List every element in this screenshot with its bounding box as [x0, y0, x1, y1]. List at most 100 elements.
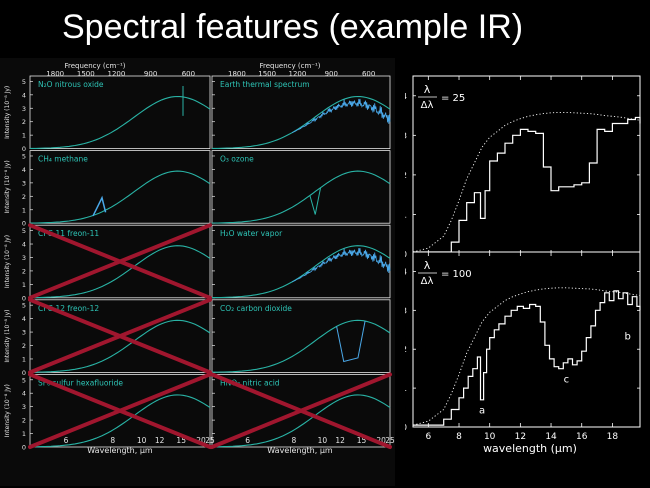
y-tick-label: 3 [22, 329, 26, 337]
bottom-tick-label: 25 [205, 436, 215, 445]
blackbody-curve [212, 319, 391, 373]
y-tick-label: 0 [22, 369, 26, 377]
y-tick-label: 2 [22, 118, 26, 126]
y-tick-label: 1 [405, 210, 407, 219]
top-tick-label: 1800 [46, 70, 64, 78]
resolution-denominator: Δλ [421, 100, 434, 111]
cross-stroke [28, 297, 212, 375]
bottom-tick-label: 12 [335, 436, 345, 445]
blackbody-curve [212, 245, 391, 299]
bottom-axis-label-left: Wavelength, μm [87, 446, 153, 455]
blackbody-line [412, 111, 641, 253]
y-axis-label: Intensity (10⁻⁸ Jy) [4, 235, 11, 288]
y-tick-label: 0 [405, 423, 407, 432]
band-annotation: b [625, 332, 631, 343]
y-tick-label: 4 [405, 267, 407, 276]
panel-label: CFC-11 freon-11 [38, 229, 99, 238]
panel-frame [29, 299, 211, 373]
x-tick-label: 14 [545, 432, 557, 442]
cross-stroke [28, 372, 212, 449]
x-tick-label: 6 [425, 432, 431, 442]
y-tick-label: 0 [22, 145, 26, 153]
bottom-axis-label-right: Wavelength, μm [267, 446, 333, 455]
top-tick-label: 600 [182, 70, 195, 78]
y-tick-label: 2 [405, 171, 407, 180]
panel-label: CFC-12 freon-12 [38, 304, 99, 313]
y-axis-label: Intensity (10⁻⁸ Jy) [4, 384, 11, 437]
bottom-tick-label: 20 [196, 436, 206, 445]
resolution-numerator: λ [424, 83, 431, 96]
y-tick-label: 1 [22, 281, 26, 289]
methane-band [92, 195, 107, 217]
x-tick-label: 16 [576, 432, 588, 442]
blackbody-curve [30, 245, 211, 299]
atmospheric-spectra-figure: Frequency (cm⁻¹) Frequency (cm⁻¹) 1800 18… [0, 58, 395, 486]
spectrum-line [413, 290, 641, 426]
y-tick-label: 1 [22, 132, 26, 140]
cross-stroke [210, 372, 392, 449]
y-tick-label: 2 [405, 345, 407, 354]
panel-label: SF₆ sulfur hexafluoride [38, 378, 123, 387]
y-tick-label: 4 [405, 92, 407, 101]
y-tick-label: 5 [22, 227, 26, 235]
y-tick-label: 3 [405, 306, 407, 315]
y-tick-label: 4 [22, 91, 26, 99]
absorption-spectrum [291, 248, 391, 283]
y-tick-label: 0 [22, 444, 26, 452]
panel-label: N₂O nitrous oxide [38, 80, 104, 89]
bottom-tick-label: 15 [176, 436, 186, 445]
y-tick-label: 0 [22, 220, 26, 228]
y-tick-label: 1 [405, 384, 407, 393]
y-tick-label: 0 [22, 294, 26, 302]
panel-label: O₃ ozone [220, 155, 254, 164]
blackbody-curve [30, 319, 211, 373]
spectrum-line [413, 116, 641, 253]
y-tick-label: 5 [22, 78, 26, 86]
x-tick-label: 8 [456, 432, 462, 442]
band-annotation: c [564, 374, 570, 385]
x-tick-label: 10 [484, 432, 496, 442]
panel-label: Earth thermal spectrum [220, 80, 310, 89]
bottom-tick-label: 20 [376, 436, 386, 445]
y-tick-label: 1 [22, 355, 26, 363]
top-tick-label: 1500 [258, 70, 276, 78]
y-tick-label: 3 [405, 131, 407, 140]
y-tick-label: 1 [22, 430, 26, 438]
y-tick-label: 2 [22, 417, 26, 425]
resolution-denominator: Δλ [421, 276, 434, 287]
y-tick-label: 2 [22, 342, 26, 350]
top-axis-label-right: Frequency (cm⁻¹) [259, 62, 320, 70]
y-tick-label: 5 [22, 302, 26, 310]
top-axis-label-left: Frequency (cm⁻¹) [64, 62, 125, 70]
top-tick-label: 900 [325, 70, 338, 78]
y-axis-label: Intensity (10⁻⁸ Jy) [4, 310, 11, 363]
bottom-tick-label: 12 [155, 436, 165, 445]
resolution-numerator: λ [424, 259, 431, 272]
y-axis-label: Intensity (10⁻⁸ Jy) [4, 160, 11, 213]
absorption-spectrum [291, 98, 391, 134]
top-tick-label: 1800 [228, 70, 246, 78]
panel-frame [29, 150, 211, 224]
panel-label: CH₄ methane [38, 155, 88, 164]
resolution-value: = 25 [441, 93, 465, 104]
panel-frame [211, 75, 391, 149]
band-annotation: a [479, 405, 485, 416]
y-tick-label: 3 [22, 403, 26, 411]
plot-frame [412, 251, 641, 428]
blackbody-curve [212, 170, 391, 224]
x-tick-label: 18 [607, 432, 619, 442]
strikeout-crosses [28, 223, 392, 449]
x-axis-label: wavelength (μm) [483, 442, 577, 455]
y-tick-label: 3 [22, 179, 26, 187]
resolution-value: = 100 [441, 269, 472, 280]
top-tick-label: 1200 [107, 70, 125, 78]
y-tick-label: 4 [22, 241, 26, 249]
blackbody-curve [30, 95, 211, 149]
y-tick-label: 3 [22, 254, 26, 262]
blackbody-curve [30, 394, 211, 448]
blackbody-line [412, 287, 641, 426]
bottom-tick-label: 15 [357, 436, 367, 445]
